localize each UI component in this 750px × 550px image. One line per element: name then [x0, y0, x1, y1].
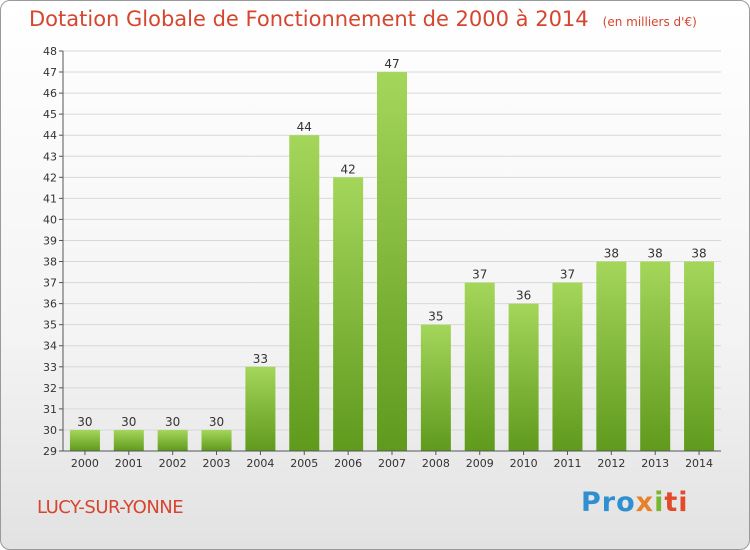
y-tick-label: 44: [43, 129, 57, 142]
x-tick-label: 2012: [597, 457, 625, 470]
x-tick-label: 2007: [378, 457, 406, 470]
y-tick-label: 29: [43, 445, 57, 458]
data-label: 30: [209, 415, 224, 429]
x-tick-label: 2011: [553, 457, 581, 470]
bar: [596, 261, 627, 451]
y-tick-label: 48: [43, 45, 57, 58]
y-tick-label: 45: [43, 108, 57, 121]
y-tick-label: 34: [43, 340, 57, 353]
bar: [552, 282, 583, 451]
y-tick-label: 47: [43, 66, 57, 79]
bar: [69, 429, 100, 451]
bar-layer: [69, 72, 715, 452]
logo-part-4: ti: [664, 487, 689, 518]
data-label: 33: [253, 352, 268, 366]
data-label: 38: [604, 247, 619, 261]
label-layer: 30 30 30 30 33 44 42 47 35 37 36 37 38 38 38: [77, 57, 706, 429]
data-label: 37: [560, 268, 575, 282]
axis-layer: 29 30 31 32 33 34 35 36 37 38 39 40 41 42 43 44 45 46 47 48…: [43, 45, 721, 470]
chart-unit: (en milliers d'€): [602, 15, 697, 29]
y-tick-label: 43: [43, 150, 57, 163]
x-tick-label: 2003: [203, 457, 231, 470]
y-tick-label: 42: [43, 171, 57, 184]
x-tick-label: 2005: [290, 457, 318, 470]
bar: [684, 261, 715, 451]
y-tick-label: 35: [43, 319, 57, 332]
bar: [420, 324, 451, 451]
data-label: 47: [384, 57, 399, 71]
data-label: 36: [516, 289, 531, 303]
bar: [245, 366, 276, 451]
y-tick-label: 32: [43, 382, 57, 395]
x-tick-label: 2014: [685, 457, 713, 470]
x-tick-label: 2010: [510, 457, 538, 470]
data-label: 35: [428, 310, 443, 324]
x-tick-label: 2001: [115, 457, 143, 470]
x-tick-label: 2004: [246, 457, 274, 470]
chart-title: Dotation Globale de Fonctionnement de 20…: [29, 7, 697, 31]
bar: [508, 303, 539, 451]
bar: [377, 72, 407, 451]
data-label: 38: [648, 247, 663, 261]
y-tick-label: 30: [43, 424, 57, 437]
x-tick-label: 2009: [466, 457, 494, 470]
bar: [113, 429, 144, 451]
data-label: 30: [165, 415, 180, 429]
y-tick-label: 40: [43, 213, 57, 226]
x-tick-label: 2006: [334, 457, 362, 470]
y-tick-label: 36: [43, 298, 57, 311]
data-label: 30: [77, 415, 92, 429]
data-label: 38: [691, 247, 706, 261]
y-tick-label: 46: [43, 87, 57, 100]
bar: [333, 177, 364, 451]
data-label: 30: [121, 415, 136, 429]
bar: [157, 429, 188, 451]
logo-part-3: i: [654, 487, 665, 518]
logo-part-1: Pro: [581, 487, 636, 518]
y-tick-label: 31: [43, 403, 57, 416]
chart-title-text: Dotation Globale de Fonctionnement de 20…: [29, 7, 589, 31]
data-label: 44: [297, 120, 312, 134]
y-tick-label: 37: [43, 277, 57, 290]
bar: [464, 282, 495, 451]
y-tick-label: 33: [43, 361, 57, 374]
x-tick-label: 2002: [159, 457, 187, 470]
y-tick-label: 41: [43, 192, 57, 205]
x-tick-label: 2013: [641, 457, 669, 470]
data-label: 37: [472, 268, 487, 282]
bar: [640, 261, 671, 451]
y-tick-label: 38: [43, 256, 57, 269]
y-tick-label: 39: [43, 234, 57, 247]
bar: [201, 429, 232, 451]
x-tick-label: 2008: [422, 457, 450, 470]
commune-name: LUCY-SUR-YONNE: [37, 497, 184, 518]
logo-part-2: x: [635, 487, 655, 518]
x-tick-label: 2000: [71, 457, 99, 470]
data-label: 42: [340, 162, 355, 176]
bar: [289, 135, 320, 452]
proxiti-logo: Proxiti: [581, 487, 689, 518]
